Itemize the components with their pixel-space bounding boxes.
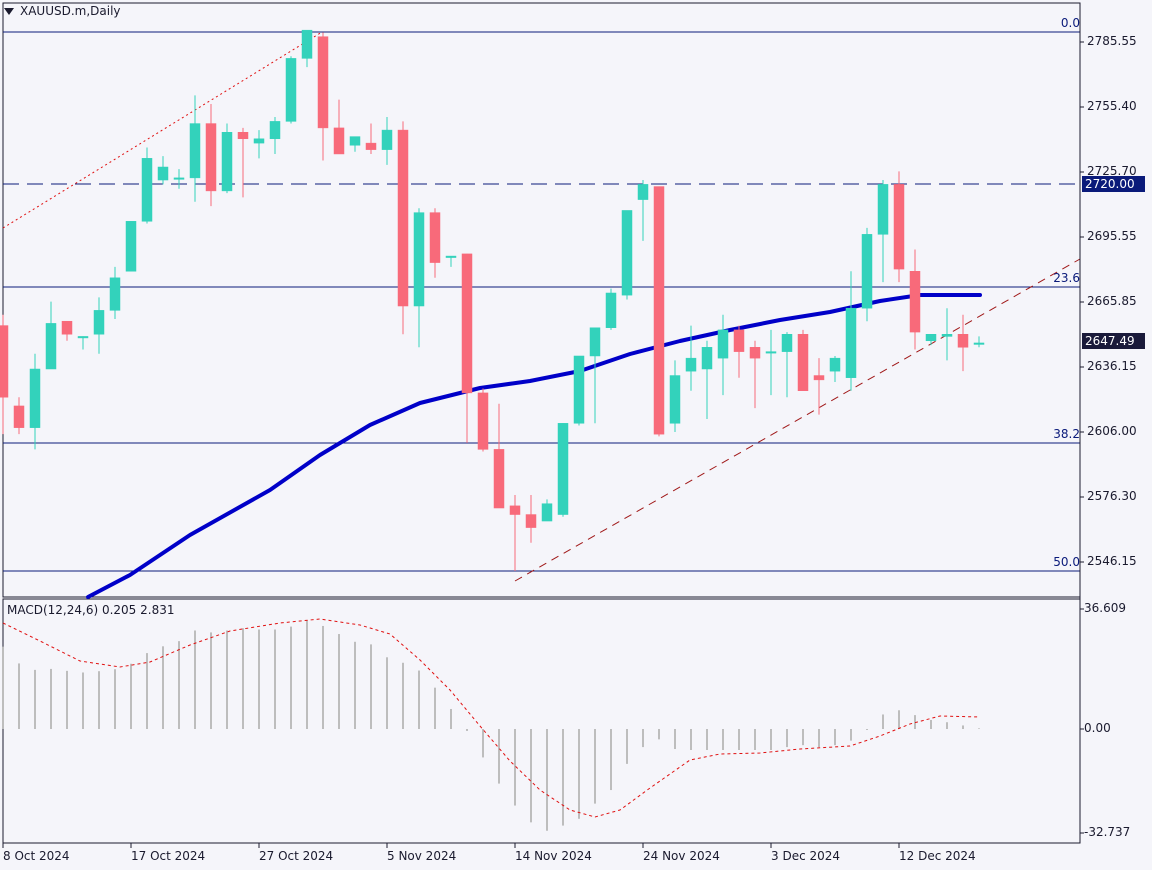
date-tick-label: 3 Dec 2024 bbox=[771, 849, 841, 863]
symbol-timeframe: XAUUSD.m,Daily bbox=[20, 4, 121, 18]
macd-tick-label: -32.737 bbox=[1084, 825, 1131, 839]
price-tick-label: 2636.15 bbox=[1087, 359, 1137, 373]
macd-signal-line bbox=[2, 618, 981, 818]
price-tick-label: 2785.55 bbox=[1087, 34, 1137, 48]
price-tick-label: 2725.70 bbox=[1087, 164, 1137, 178]
price-tick-label: 2755.40 bbox=[1087, 99, 1137, 113]
candlesticks bbox=[0, 29, 985, 572]
fibonacci-levels[interactable] bbox=[3, 31, 1080, 572]
trendlines[interactable] bbox=[2, 31, 1081, 582]
chart-title[interactable]: XAUUSD.m,Daily bbox=[4, 4, 121, 18]
fib-level-label: 0.0 bbox=[1060, 16, 1080, 30]
price-tick-label: 2665.85 bbox=[1087, 294, 1137, 308]
date-tick-label: 24 Nov 2024 bbox=[643, 849, 720, 863]
triangle-down-icon[interactable] bbox=[4, 7, 14, 15]
price-tick-label: 2576.30 bbox=[1087, 489, 1137, 503]
last-price-tag: 2647.49 bbox=[1082, 333, 1145, 349]
last-price-value: 2647.49 bbox=[1085, 334, 1135, 348]
horizontal-level-tag: 2720.00 bbox=[1082, 176, 1145, 192]
date-tick-label: 8 Oct 2024 bbox=[3, 849, 70, 863]
macd-panel-border bbox=[2, 598, 1081, 844]
price-tick-label: 2606.00 bbox=[1087, 424, 1137, 438]
price-tick-label: 2546.15 bbox=[1087, 554, 1137, 568]
fib-level-label: 38.2 bbox=[1053, 427, 1080, 441]
date-tick-label: 27 Oct 2024 bbox=[259, 849, 334, 863]
macd-histogram bbox=[2, 620, 980, 831]
date-tick-label: 5 Nov 2024 bbox=[387, 849, 457, 863]
level-value: 2720.00 bbox=[1085, 177, 1135, 191]
date-tick-label: 12 Dec 2024 bbox=[899, 849, 976, 863]
price-tick-label: 2695.55 bbox=[1087, 229, 1137, 243]
axis-ticks bbox=[2, 3, 1084, 848]
date-tick-label: 17 Oct 2024 bbox=[131, 849, 206, 863]
macd-title: MACD(12,24,6) 0.205 2.831 bbox=[7, 603, 175, 617]
fib-level-label: 23.6 bbox=[1053, 271, 1080, 285]
date-tick-label: 14 Nov 2024 bbox=[515, 849, 592, 863]
macd-tick-label: 36.609 bbox=[1084, 601, 1126, 615]
macd-tick-label: 0.00 bbox=[1084, 721, 1111, 735]
fib-level-label: 50.0 bbox=[1053, 555, 1080, 569]
